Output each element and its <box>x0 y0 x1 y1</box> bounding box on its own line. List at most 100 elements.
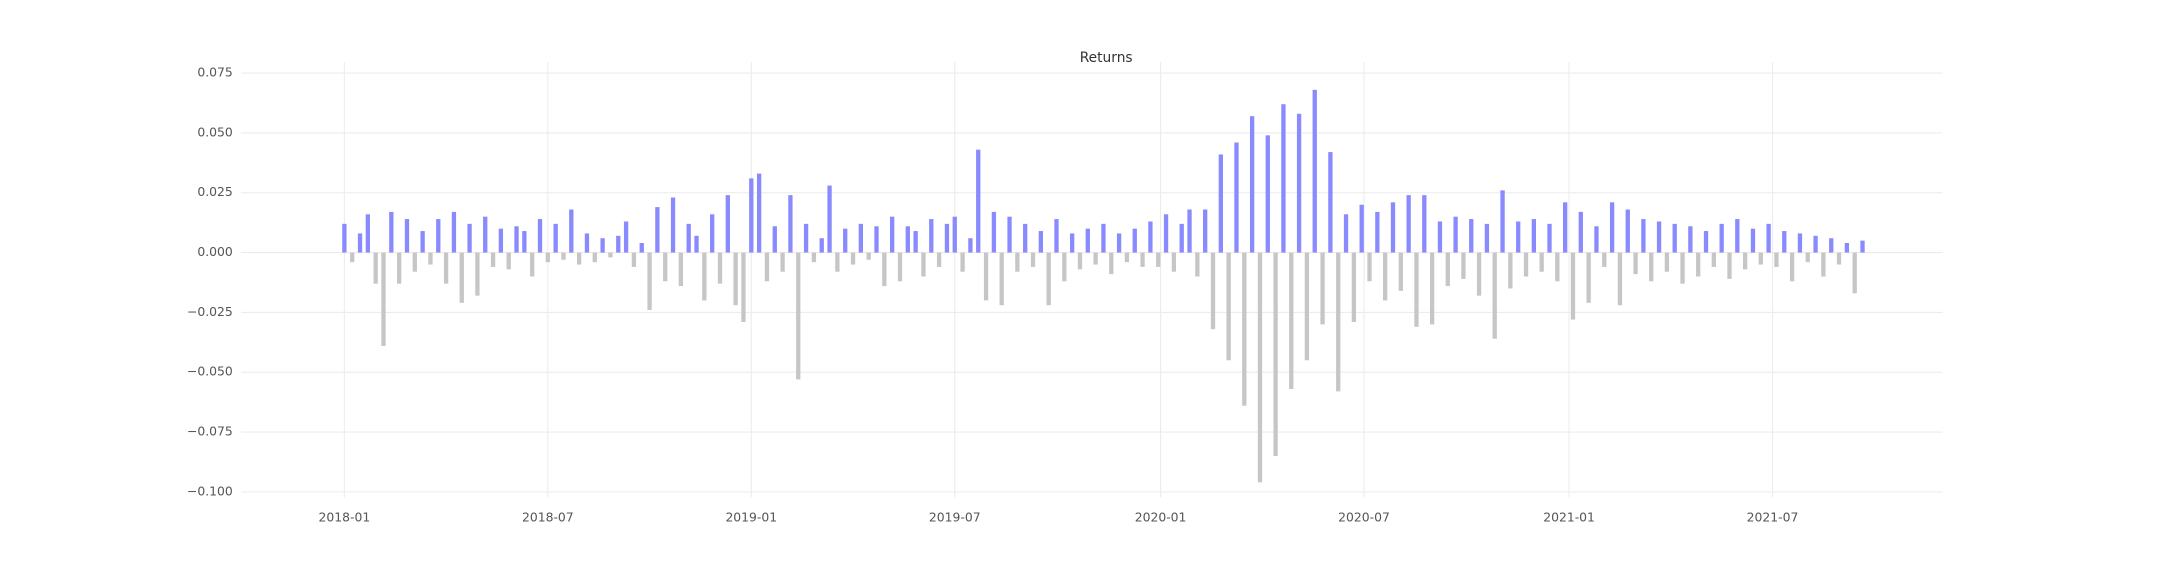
bar <box>1054 219 1059 253</box>
bar <box>717 252 723 284</box>
bar <box>1461 252 1466 279</box>
x-tick-label: 2018-01 <box>319 510 371 525</box>
bar <box>1328 152 1333 253</box>
bar <box>1203 209 1208 253</box>
bar <box>592 252 597 263</box>
bar <box>874 226 879 253</box>
bar <box>663 252 668 282</box>
bar <box>514 226 519 253</box>
y-tick-label: −0.075 <box>187 424 233 439</box>
bar <box>1171 252 1177 272</box>
bar <box>835 252 840 272</box>
bar <box>576 252 582 265</box>
bar <box>381 252 386 346</box>
y-tick-label: −0.025 <box>187 304 233 319</box>
bar <box>1038 231 1043 253</box>
bar <box>1398 252 1403 291</box>
bar <box>991 211 997 253</box>
bar <box>1547 223 1552 253</box>
bar <box>490 252 496 267</box>
bar <box>1077 252 1083 270</box>
bar <box>365 214 370 253</box>
bar <box>1242 252 1247 406</box>
bar <box>404 219 410 253</box>
bar <box>1453 216 1458 253</box>
bar <box>1766 223 1771 253</box>
x-tick-label: 2020-01 <box>1135 510 1187 525</box>
bar <box>741 252 746 322</box>
bar <box>1249 116 1255 253</box>
bar <box>1719 223 1724 253</box>
chart-title: Returns <box>1080 50 1133 66</box>
bar <box>1265 135 1270 253</box>
bar <box>960 252 965 272</box>
bar <box>1602 252 1607 267</box>
bar <box>428 252 433 265</box>
bar <box>1069 233 1075 253</box>
x-tick-label: 2019-07 <box>929 510 981 525</box>
bar <box>710 214 715 253</box>
bar <box>1641 219 1646 253</box>
bar <box>506 252 511 270</box>
bars <box>342 89 1865 483</box>
bar <box>1539 252 1544 272</box>
bar <box>1742 252 1748 270</box>
bar <box>780 252 785 272</box>
bar <box>890 216 895 253</box>
bar <box>944 223 950 253</box>
bar <box>467 223 472 253</box>
bar <box>553 223 558 253</box>
bar <box>1649 252 1654 282</box>
bar <box>1218 154 1223 253</box>
bar <box>772 226 777 253</box>
bar <box>1680 252 1685 284</box>
bar <box>1414 252 1419 327</box>
bar <box>1821 252 1826 277</box>
bar <box>1508 252 1513 289</box>
bar <box>1500 190 1505 253</box>
bar <box>819 238 824 253</box>
bar <box>1390 202 1396 253</box>
bar <box>1476 252 1482 296</box>
bar <box>1594 226 1599 253</box>
bar <box>796 252 801 380</box>
bar <box>1320 252 1325 325</box>
bar <box>655 207 660 253</box>
bar <box>1429 252 1435 325</box>
bar <box>1383 252 1388 301</box>
bar <box>694 235 699 253</box>
grid <box>241 62 1943 498</box>
bar <box>1445 252 1450 287</box>
bar <box>897 252 903 282</box>
bar <box>1367 252 1372 282</box>
bar <box>1226 252 1231 361</box>
bar <box>1696 252 1701 277</box>
bar <box>357 233 363 253</box>
bar <box>1531 219 1537 253</box>
bar <box>1703 231 1709 253</box>
bar <box>1789 252 1795 282</box>
bar <box>389 211 394 253</box>
bar <box>1586 252 1591 303</box>
bar <box>600 238 605 253</box>
bar <box>1187 209 1192 253</box>
bar <box>1633 252 1638 275</box>
bar <box>1797 233 1803 253</box>
bar <box>420 231 425 253</box>
bar <box>451 211 457 253</box>
bar <box>1836 252 1842 265</box>
bar <box>1422 195 1427 253</box>
bar <box>936 252 942 267</box>
bar <box>803 223 809 253</box>
bar <box>827 185 832 253</box>
tick-labels: −0.100 −0.075 −0.050 −0.025 0.000 0.025 0.050 0… <box>187 65 1798 525</box>
bar <box>373 252 378 284</box>
bar <box>1023 223 1028 253</box>
bar <box>569 209 574 253</box>
bar <box>1516 221 1521 253</box>
bar <box>968 238 973 253</box>
bar <box>1156 252 1161 267</box>
bar <box>850 252 856 265</box>
bar <box>616 235 621 253</box>
x-tick-label: 2020-07 <box>1338 510 1390 525</box>
